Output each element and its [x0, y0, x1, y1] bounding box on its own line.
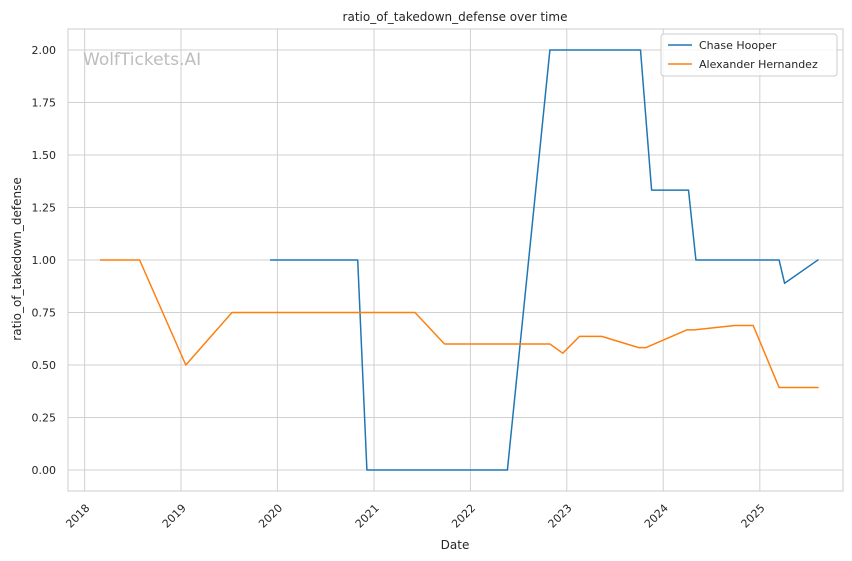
- y-tick-label: 1.00: [32, 254, 57, 267]
- x-axis-label: Date: [441, 538, 470, 552]
- y-tick-label: 0.25: [32, 412, 57, 425]
- y-tick-labels: 0.00 0.25 0.50 0.75 1.00 1.25 1.50 1.75 2.00: [32, 44, 57, 477]
- y-tick-label: 2.00: [32, 44, 57, 57]
- y-tick-label: 0.75: [32, 307, 57, 320]
- watermark-text: WolfTickets.AI: [83, 50, 201, 70]
- y-tick-label: 1.25: [32, 202, 57, 215]
- series-lines: [99, 49, 819, 471]
- chart-title: ratio_of_takedown_defense over time: [343, 10, 568, 24]
- series-line-chase-hooper: [270, 49, 819, 471]
- y-axis-label: ratio_of_takedown_defense: [10, 177, 24, 340]
- series-line-alexander-hernandez: [99, 259, 819, 389]
- plot-frame: [67, 28, 844, 492]
- y-tick-label: 1.50: [32, 149, 57, 162]
- y-tick-label: 0.50: [32, 359, 57, 372]
- legend-label: Alexander Hernandez: [699, 58, 818, 71]
- legend-box: [660, 33, 838, 77]
- legend: Chase Hooper Alexander Hernandez: [660, 33, 838, 77]
- y-tick-label: 1.75: [32, 97, 57, 110]
- y-tick-label: 0.00: [32, 464, 57, 477]
- legend-label: Chase Hooper: [699, 39, 777, 52]
